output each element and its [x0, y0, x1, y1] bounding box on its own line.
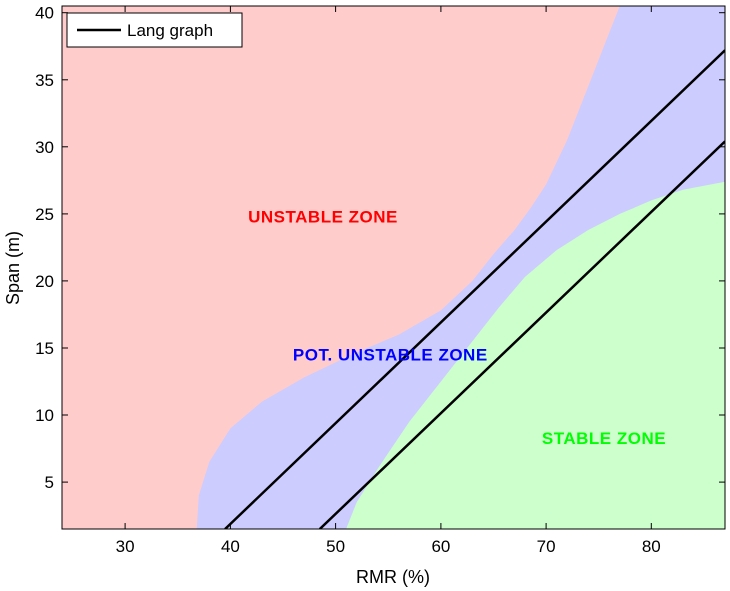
x-tick-label: 70 [537, 537, 556, 556]
zone-label-unstable: UNSTABLE ZONE [248, 208, 398, 227]
zone-label-stable: STABLE ZONE [542, 429, 666, 448]
y-tick-label: 15 [35, 339, 54, 358]
x-tick-label: 60 [431, 537, 450, 556]
legend: Lang graph [66, 12, 243, 48]
x-axis-label: RMR (%) [356, 567, 430, 587]
lang-graph-line-1 [224, 49, 725, 529]
y-tick-label: 30 [35, 138, 54, 157]
x-tick-label: 40 [221, 537, 240, 556]
y-tick-label: 5 [45, 473, 54, 492]
x-tick-label: 50 [326, 537, 345, 556]
x-tick-label: 80 [642, 537, 661, 556]
x-tick-label: 30 [116, 537, 135, 556]
y-tick-label: 35 [35, 71, 54, 90]
y-tick-label: 25 [35, 205, 54, 224]
lang-graph-line-2 [318, 140, 725, 529]
y-tick-label: 40 [35, 4, 54, 23]
stable-zone-area [346, 181, 725, 529]
y-tick-label: 10 [35, 406, 54, 425]
y-axis-label: Span (m) [3, 231, 23, 305]
legend-entry-lang-graph: Lang graph [127, 21, 213, 40]
unstable-zone-area [62, 6, 620, 529]
plot-frame [61, 5, 726, 530]
y-tick-label: 20 [35, 272, 54, 291]
zone-label-pot-unstable: POT. UNSTABLE ZONE [293, 346, 488, 365]
